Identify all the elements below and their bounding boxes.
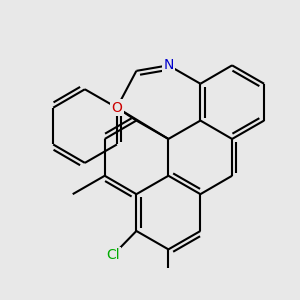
Text: N: N xyxy=(163,58,174,72)
Text: O: O xyxy=(111,101,122,115)
Text: Cl: Cl xyxy=(106,248,120,262)
